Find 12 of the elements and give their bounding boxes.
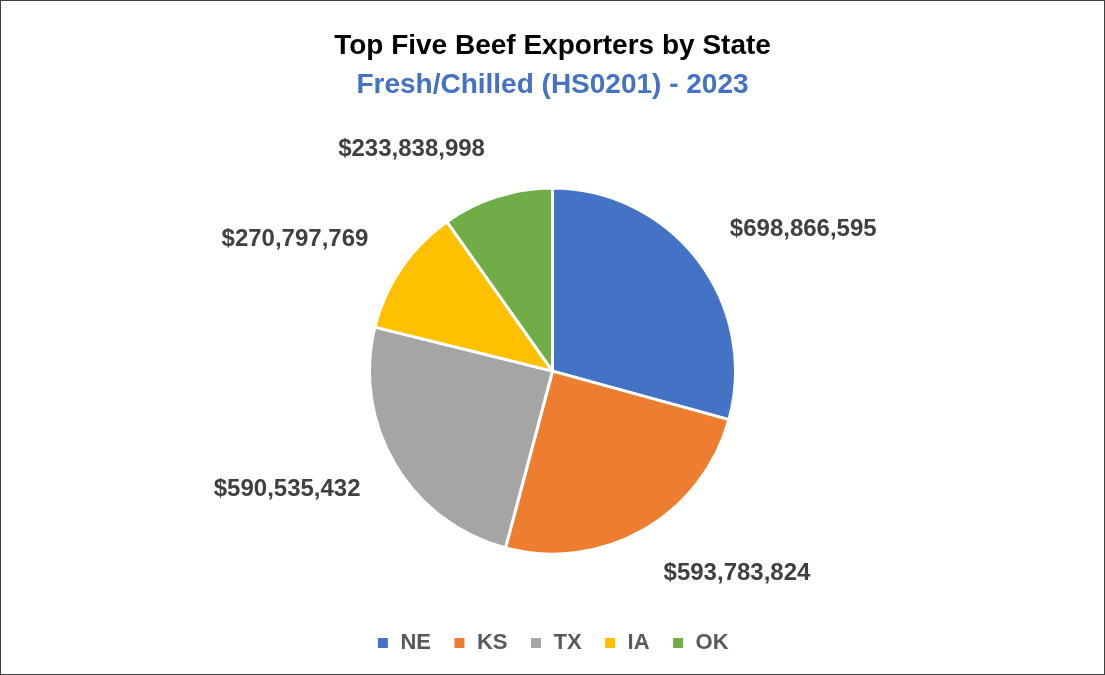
- legend-label: KS: [476, 629, 508, 655]
- data-label: $593,783,824: [663, 557, 812, 585]
- legend-label: OK: [695, 629, 729, 655]
- data-label: $233,838,998: [338, 133, 485, 161]
- data-label: $698,866,595: [729, 214, 877, 242]
- legend-label: NE: [400, 629, 431, 655]
- legend-label: IA: [627, 629, 650, 655]
- data-label: $590,535,432: [213, 474, 361, 502]
- chart-title: Top Five Beef Exporters by State: [334, 28, 771, 60]
- data-label: $270,797,769: [221, 224, 369, 252]
- chart-subtitle: Fresh/Chilled (HS0201) - 2023: [356, 68, 749, 100]
- legend-label: TX: [553, 629, 582, 655]
